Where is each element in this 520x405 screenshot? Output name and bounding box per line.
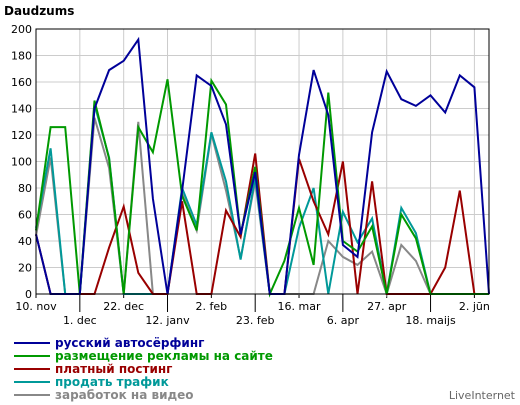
series-line-0 <box>35 36 490 295</box>
y-tick-label: 100 <box>11 156 32 169</box>
y-tick-label: 180 <box>11 50 32 63</box>
y-tick-label: 40 <box>18 235 32 248</box>
chart-title: Daudzums <box>4 4 74 18</box>
y-tick-label: 80 <box>18 182 32 195</box>
x-tick-label: 1. dec <box>63 314 97 327</box>
x-tick-label: 6. apr <box>327 314 360 327</box>
y-tick-label: 0 <box>25 288 32 301</box>
y-tick-label: 20 <box>18 262 32 275</box>
legend-label-3: продать трафик <box>55 375 169 389</box>
legend-label-2: платный постинг <box>55 362 172 376</box>
y-tick-label: 160 <box>11 76 32 89</box>
x-tick-label: 10. nov <box>15 300 57 313</box>
x-tick-label: 12. janv <box>145 314 190 327</box>
x-tick-label: 18. maijs <box>405 314 456 327</box>
y-tick-label: 200 <box>11 23 32 36</box>
legend-label-0: русский автосёрфинг <box>55 336 204 350</box>
x-tick-label: 2. jūn <box>459 300 490 313</box>
legend-label-4: заработок на видео <box>55 388 194 402</box>
y-axis-ticks: 0 20 40 60 80 100 120 140 160 180 200 <box>11 23 32 301</box>
x-tick-label: 22. dec <box>103 300 144 313</box>
y-tick-label: 60 <box>18 209 32 222</box>
y-tick-label: 120 <box>11 129 32 142</box>
x-tick-label: 27. apr <box>367 300 407 313</box>
y-tick-label: 140 <box>11 103 32 116</box>
legend-label-1: размещение рекламы на сайте <box>55 349 273 363</box>
x-tick-label: 23. feb <box>236 314 275 327</box>
x-tick-label: 16. mar <box>278 300 321 313</box>
plot-area-frame <box>35 28 490 295</box>
credit-text: LiveInternet <box>449 389 516 402</box>
x-tick-label: 2. feb <box>196 300 228 313</box>
series-lines <box>35 36 490 298</box>
